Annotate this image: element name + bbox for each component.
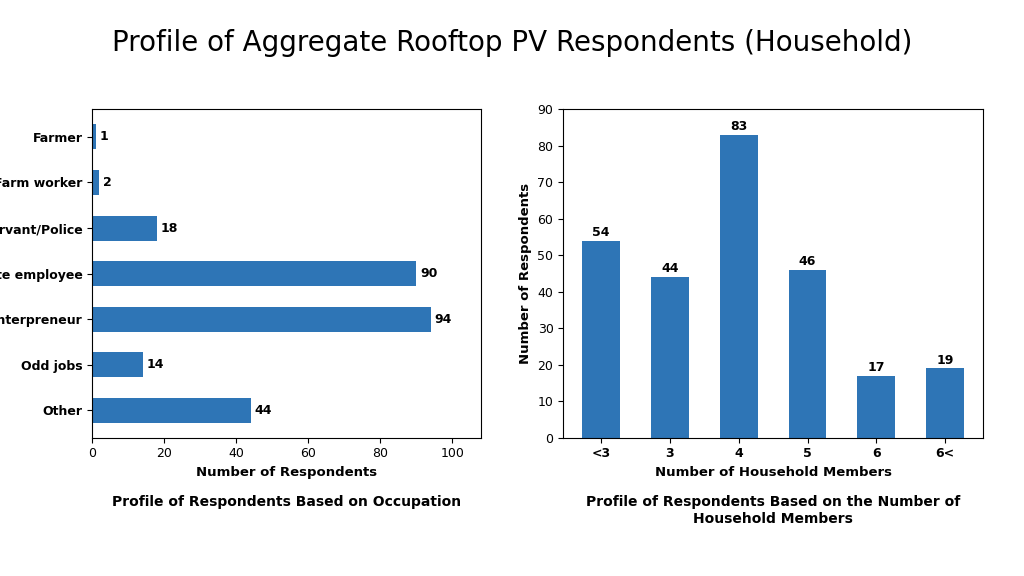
- Bar: [92, 170, 99, 195]
- Text: 1: 1: [99, 130, 109, 143]
- Text: 44: 44: [254, 404, 271, 417]
- Text: 54: 54: [593, 226, 610, 239]
- X-axis label: Number of Respondents: Number of Respondents: [197, 466, 377, 479]
- Text: Profile of Respondents Based on Occupation: Profile of Respondents Based on Occupati…: [113, 495, 461, 509]
- Text: 90: 90: [420, 267, 437, 280]
- Text: Profile of Respondents Based on the Number of
Household Members: Profile of Respondents Based on the Numb…: [586, 495, 961, 525]
- Text: 44: 44: [662, 263, 679, 275]
- Text: 2: 2: [103, 176, 112, 189]
- Bar: [92, 261, 417, 286]
- Text: 19: 19: [936, 354, 953, 367]
- Text: Profile of Aggregate Rooftop PV Respondents (Household): Profile of Aggregate Rooftop PV Responde…: [112, 29, 912, 57]
- Bar: [583, 241, 621, 438]
- Text: 18: 18: [161, 222, 178, 234]
- Text: 94: 94: [434, 313, 452, 325]
- Bar: [92, 352, 142, 377]
- Text: 83: 83: [730, 120, 748, 133]
- Text: 17: 17: [867, 361, 885, 374]
- Bar: [92, 398, 251, 423]
- Bar: [92, 215, 157, 241]
- Y-axis label: Number of Respondents: Number of Respondents: [519, 183, 531, 364]
- Bar: [788, 270, 826, 438]
- Bar: [926, 369, 964, 438]
- Bar: [92, 306, 431, 332]
- Text: 46: 46: [799, 255, 816, 268]
- X-axis label: Number of Household Members: Number of Household Members: [654, 466, 892, 479]
- Bar: [92, 124, 96, 149]
- Text: 14: 14: [146, 358, 164, 372]
- Bar: [857, 376, 895, 438]
- Bar: [720, 135, 758, 438]
- Bar: [651, 277, 689, 438]
